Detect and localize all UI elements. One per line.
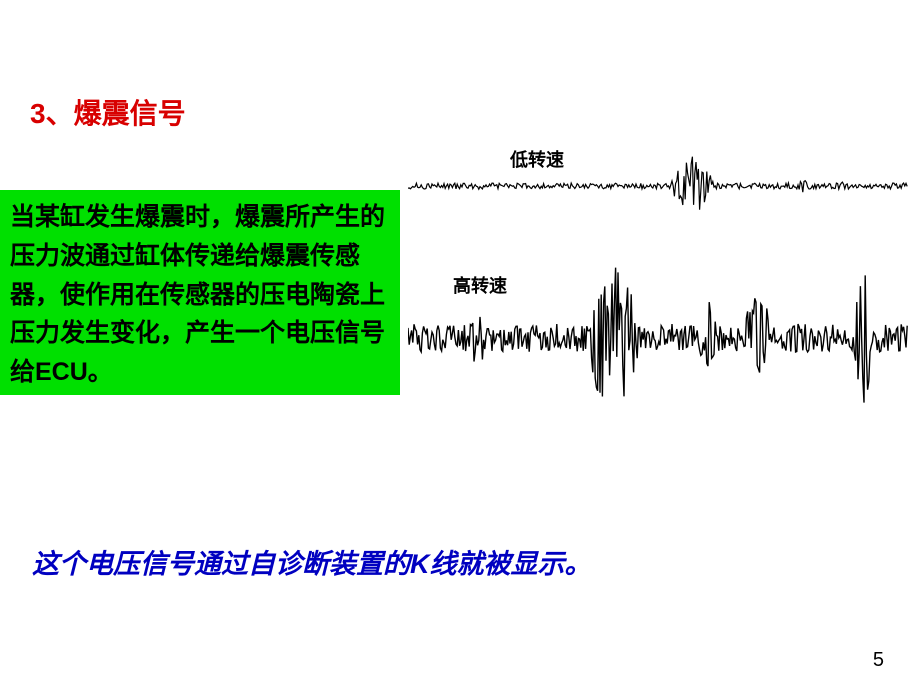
- waveform-label-high: 高转速: [453, 272, 507, 298]
- description-text: 当某缸发生爆震时，爆震所产生的压力波通过缸体传递给爆震传感器，使作用在传感器的压…: [10, 198, 390, 392]
- waveform-svg: [408, 138, 908, 468]
- waveform-diagram: [408, 138, 908, 468]
- section-heading: 3、爆震信号: [30, 92, 186, 132]
- slide: 3、爆震信号 当某缸发生爆震时，爆震所产生的压力波通过缸体传递给爆震传感器，使作…: [0, 0, 920, 690]
- page-number: 5: [873, 649, 884, 672]
- waveform-label-low: 低转速: [510, 146, 564, 172]
- description-box: 当某缸发生爆震时，爆震所产生的压力波通过缸体传递给爆震传感器，使作用在传感器的压…: [0, 190, 400, 395]
- waveform-low-rpm: [408, 157, 907, 210]
- footer-sentence: 这个电压信号通过自诊断装置的K线就被显示。: [32, 542, 592, 581]
